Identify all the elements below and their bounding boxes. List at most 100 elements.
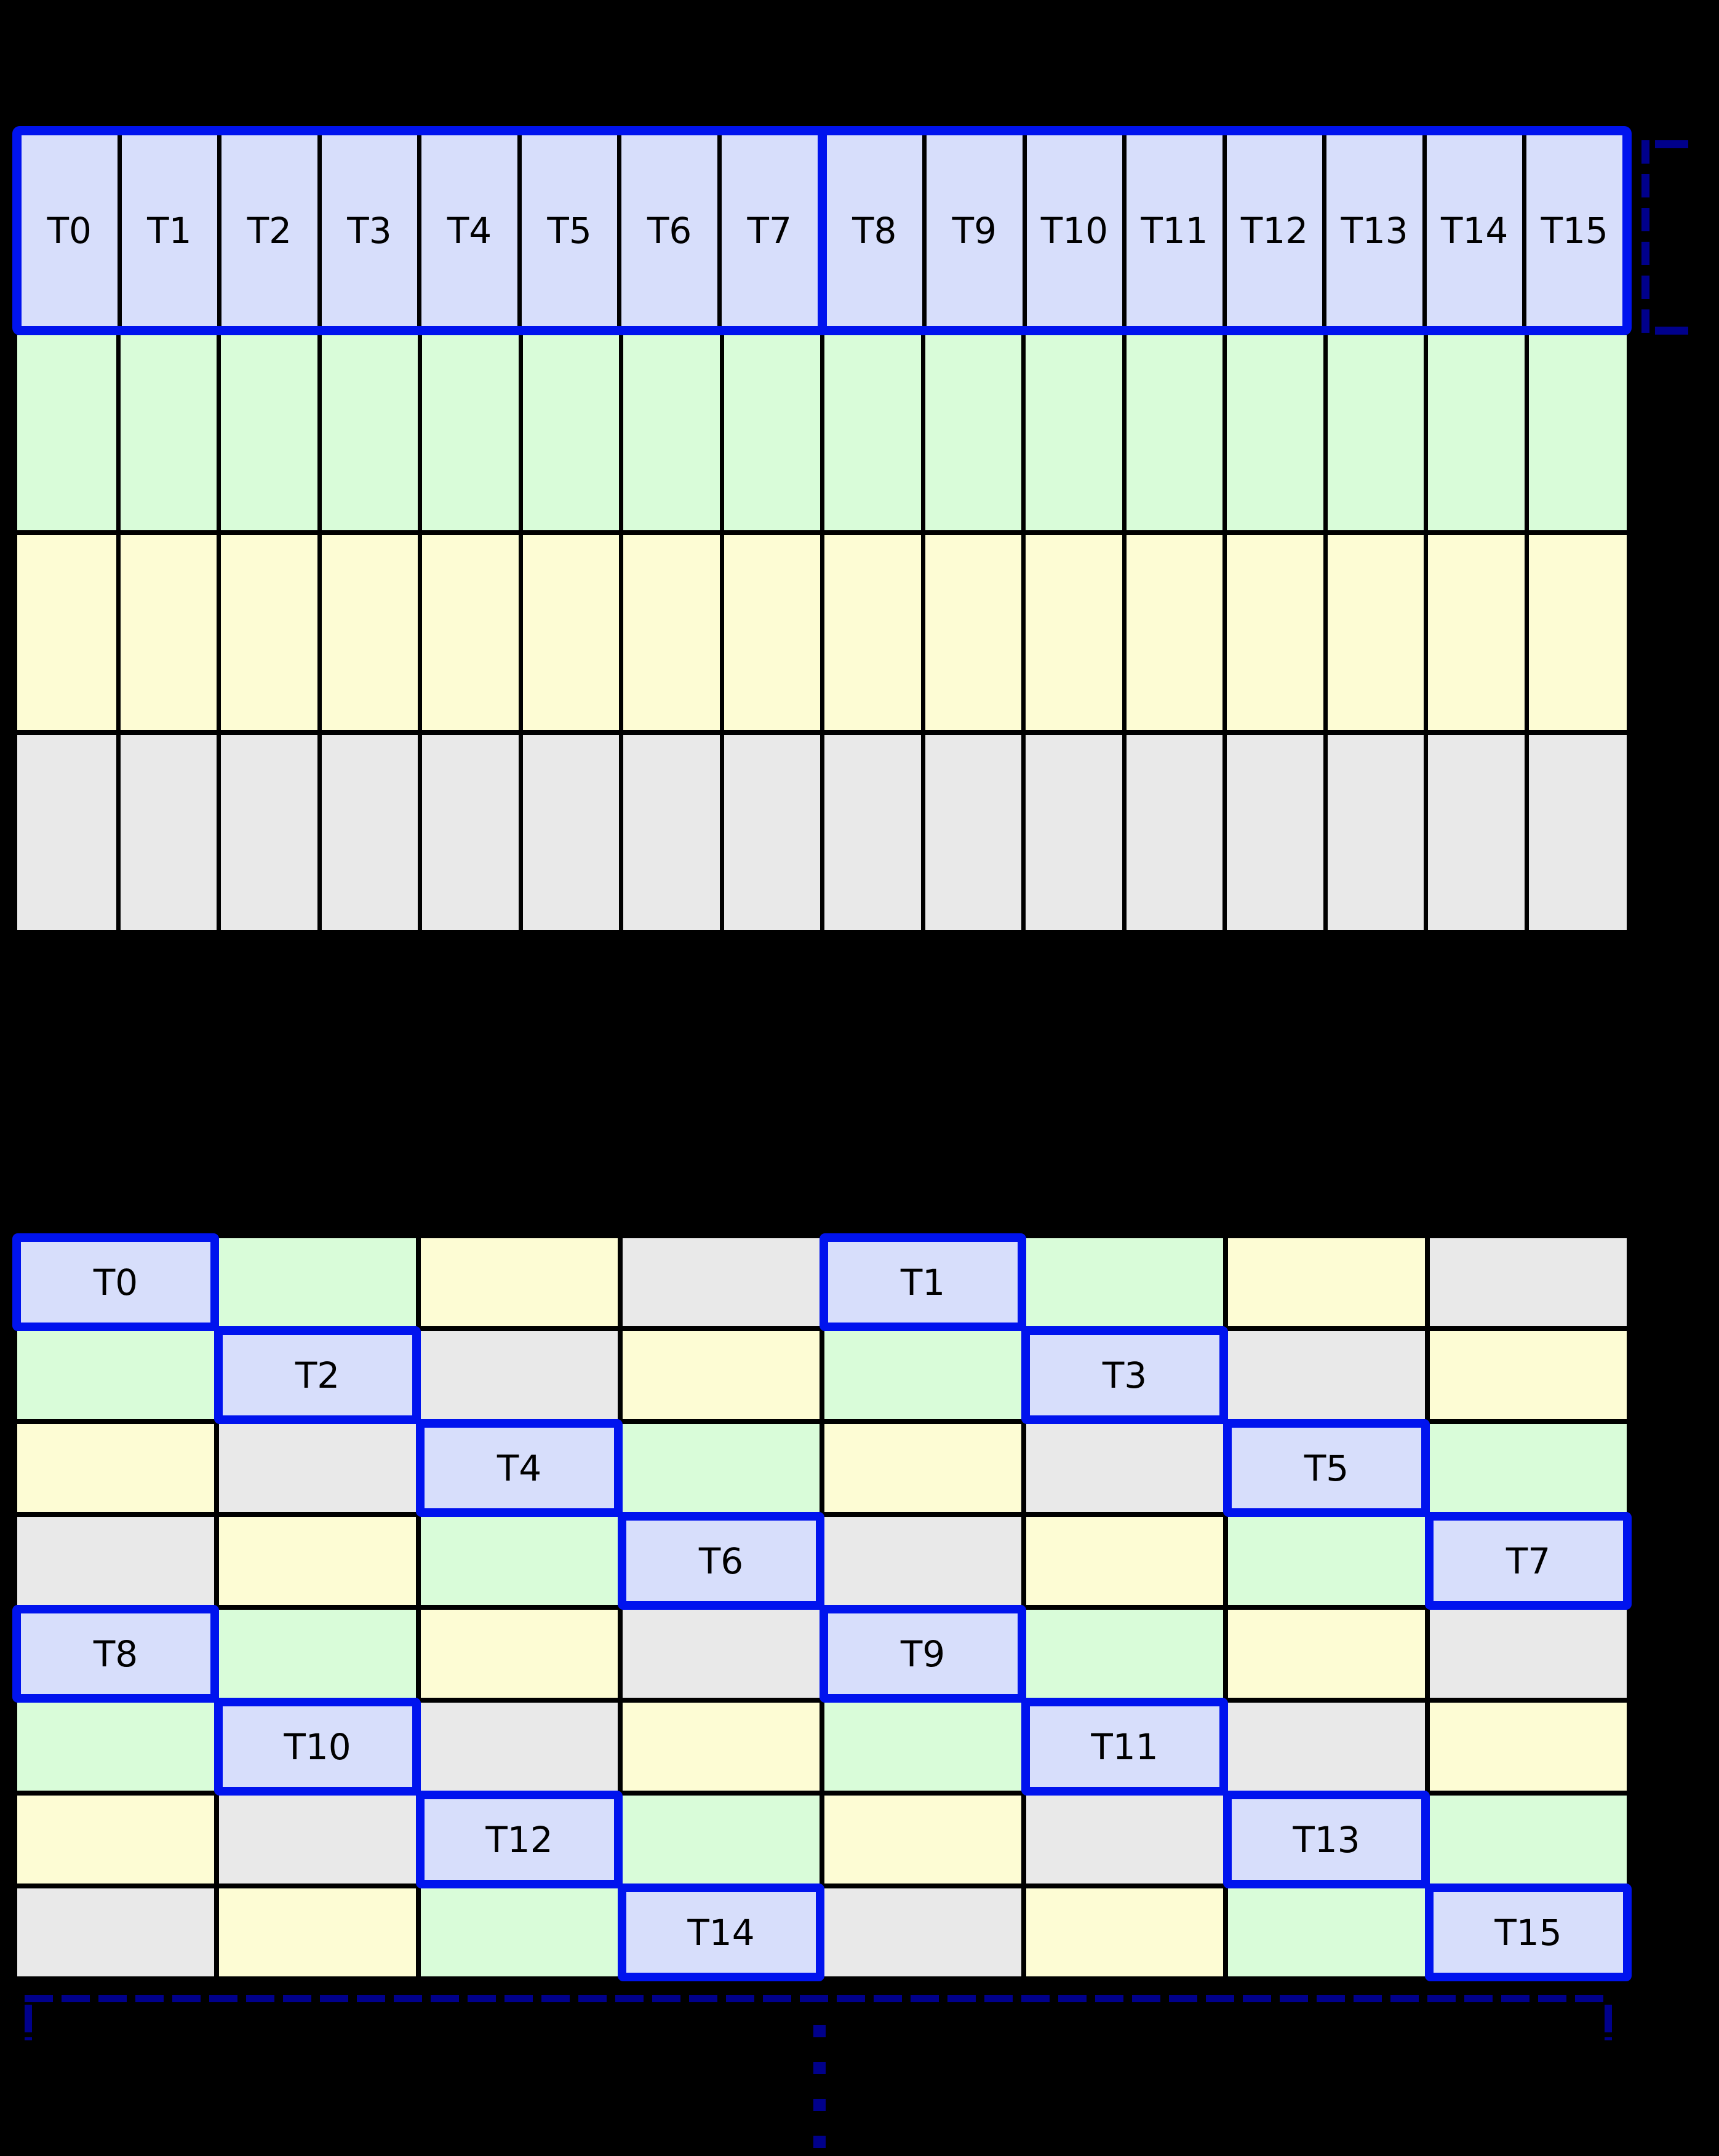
thread-cell-T14: T14 — [1422, 135, 1523, 326]
grid-line — [1222, 735, 1227, 930]
grid-line — [720, 735, 724, 930]
thread-label: T1 — [147, 210, 192, 252]
thread-label: T3 — [1102, 1354, 1147, 1396]
memory-cell — [1228, 1517, 1425, 1605]
continuation-dot — [813, 2099, 826, 2111]
memory-cell — [1228, 1331, 1425, 1419]
memory-cell — [824, 1517, 1021, 1605]
memory-cell — [17, 1703, 214, 1791]
highlighted-thread-cell-T5: T5 — [1223, 1419, 1430, 1517]
thread-cell-T8: T8 — [817, 135, 923, 326]
grid-line — [1424, 535, 1428, 730]
memory-cell — [824, 1796, 1021, 1884]
memory-cell — [623, 1610, 820, 1698]
grid-line — [619, 735, 623, 930]
grid-line — [1323, 335, 1328, 530]
thread-cell-T5: T5 — [517, 135, 618, 326]
row-height-bracket-line — [1641, 140, 1649, 335]
top-table-bank-rows — [12, 335, 1632, 936]
grid-line — [1222, 335, 1227, 530]
highlighted-thread-cell-T10: T10 — [214, 1698, 421, 1796]
grid-line — [921, 535, 925, 730]
thread-label: T8 — [852, 210, 897, 252]
thread-label: T10 — [284, 1725, 351, 1768]
memory-cell — [1026, 1424, 1223, 1512]
thread-label: T14 — [687, 1911, 755, 1954]
thread-label: T2 — [247, 210, 292, 252]
grid-line — [116, 335, 121, 530]
memory-cell — [219, 1517, 416, 1605]
grid-line — [116, 535, 121, 730]
highlighted-thread-cell-T8: T8 — [12, 1605, 219, 1703]
thread-label: T2 — [295, 1354, 340, 1396]
memory-cell — [1430, 1703, 1627, 1791]
thread-label: T6 — [698, 1540, 744, 1582]
grid-line — [1525, 335, 1529, 530]
memory-cell — [824, 1331, 1021, 1419]
thread-label: T15 — [1541, 210, 1608, 252]
bottom-table-swizzled-grid: T0 T1 T2 T3 T4 T5 T6 T7 T8 T9 T10 T11 T12 T13 T14 T15 — [12, 1233, 1632, 1981]
thread-label: T13 — [1293, 1818, 1360, 1861]
continuation-dot — [813, 2136, 826, 2148]
row-height-bracket-tick-top — [1655, 140, 1688, 148]
grid-line — [1424, 735, 1428, 930]
memory-cell — [17, 1424, 214, 1512]
memory-cell — [1026, 1238, 1223, 1326]
thread-cell-T2: T2 — [217, 135, 317, 326]
grid-line — [720, 335, 724, 530]
memory-cell — [1228, 1610, 1425, 1698]
highlighted-thread-cell-T3: T3 — [1021, 1326, 1228, 1424]
memory-cell — [219, 1610, 416, 1698]
thread-label: T11 — [1141, 210, 1208, 252]
memory-cell — [1430, 1424, 1627, 1512]
highlighted-thread-cell-T13: T13 — [1223, 1791, 1430, 1888]
memory-cell — [623, 1238, 820, 1326]
memory-cell — [1430, 1796, 1627, 1884]
memory-cell — [17, 1888, 214, 1976]
table-width-bracket-end-left — [25, 2005, 32, 2040]
thread-label: T4 — [447, 210, 492, 252]
thread-cell-T3: T3 — [317, 135, 418, 326]
thread-label: T6 — [647, 210, 692, 252]
thread-cell-T11: T11 — [1122, 135, 1222, 326]
highlighted-thread-cell-T7: T7 — [1425, 1512, 1632, 1610]
bank-row-gray — [17, 735, 1627, 930]
memory-cell — [824, 1888, 1021, 1976]
memory-cell — [1026, 1610, 1223, 1698]
highlighted-thread-cell-T6: T6 — [618, 1512, 824, 1610]
thread-label: T8 — [93, 1633, 138, 1675]
memory-cell — [1430, 1238, 1627, 1326]
memory-cell — [219, 1424, 416, 1512]
grid-line — [519, 735, 523, 930]
grid-line — [1021, 735, 1026, 930]
grid-line — [1021, 535, 1026, 730]
memory-cell — [17, 1331, 214, 1419]
memory-cell — [17, 1796, 214, 1884]
grid-line — [921, 735, 925, 930]
thread-label: T5 — [547, 210, 592, 252]
memory-cell — [623, 1796, 820, 1884]
highlighted-thread-cell-T0: T0 — [12, 1233, 219, 1331]
grid-line — [418, 335, 422, 530]
table-width-bracket-line — [25, 1995, 1612, 2002]
memory-cell — [421, 1331, 618, 1419]
thread-cell-T0: T0 — [22, 135, 118, 326]
thread-label: T15 — [1494, 1911, 1562, 1954]
grid-line — [1525, 735, 1529, 930]
memory-cell — [1228, 1888, 1425, 1976]
continuation-dot — [813, 2025, 826, 2037]
thread-cell-T15: T15 — [1522, 135, 1622, 326]
memory-cell — [421, 1517, 618, 1605]
grid-line — [1323, 735, 1328, 930]
thread-cell-T6: T6 — [617, 135, 717, 326]
grid-line — [519, 535, 523, 730]
memory-cell — [623, 1331, 820, 1419]
row-height-bracket-tick-bottom — [1655, 327, 1688, 335]
grid-line — [418, 535, 422, 730]
thread-label: T12 — [485, 1818, 553, 1861]
thread-label: T0 — [93, 1261, 138, 1303]
thread-cell-T13: T13 — [1322, 135, 1422, 326]
grid-line — [820, 335, 824, 530]
memory-cell — [421, 1888, 618, 1976]
thread-label: T12 — [1240, 210, 1309, 252]
